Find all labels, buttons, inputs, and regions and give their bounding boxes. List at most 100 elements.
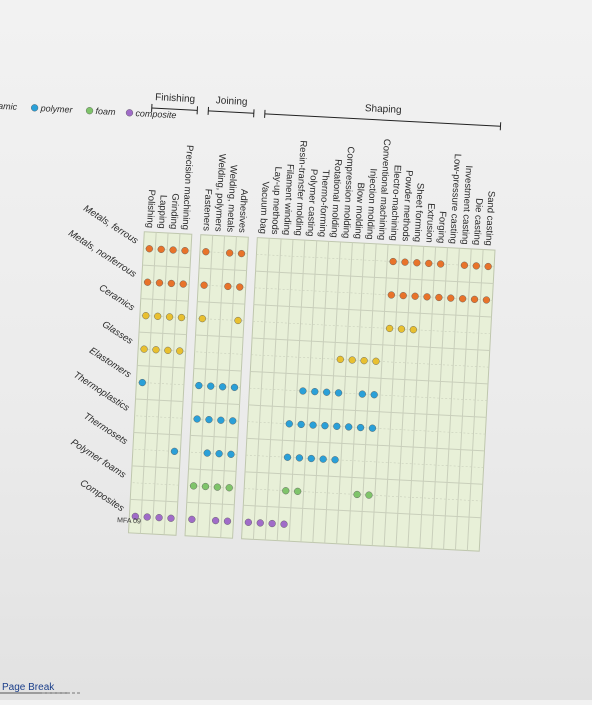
- dot-sheet-forming-ceramics: [410, 326, 417, 333]
- column-header-ceramics: Ceramics: [97, 282, 137, 313]
- dot-polishing-metals-nonferrous: [144, 279, 151, 286]
- dot-resin-transfer-molding-composites: [280, 521, 287, 528]
- dot-investment-casting-metals-nonferrous: [459, 295, 466, 302]
- dot-adhesives-composites: [224, 518, 231, 525]
- dot-adhesives-metals-nonferrous: [236, 283, 243, 290]
- row-label-grinding: Grinding: [168, 193, 181, 229]
- dot-welding-metals-elastomers: [219, 383, 226, 390]
- dot-polymer-casting-thermosets: [296, 454, 303, 461]
- dot-conventional-machining-thermoplastics: [369, 425, 376, 432]
- dot-fasteners-polymer-foams: [190, 482, 197, 489]
- dot-extrusion-metals-nonferrous: [423, 293, 430, 300]
- dot-welding-polymers-thermosets: [204, 449, 211, 456]
- dot-electro-machining-metals-nonferrous: [388, 291, 395, 298]
- dot-injection-molding-glasses: [361, 357, 368, 364]
- dot-grinding-metals-ferrous: [170, 246, 177, 253]
- row-label-polishing: Polishing: [144, 189, 157, 228]
- dot-precision-machining-composites: [167, 515, 174, 522]
- dot-lapping-metals-nonferrous: [156, 279, 163, 286]
- dot-precision-machining-metals-nonferrous: [180, 281, 187, 288]
- dot-adhesives-ceramics: [234, 317, 241, 324]
- dot-powder-methods-ceramics: [398, 325, 405, 332]
- dot-polishing-ceramics: [142, 312, 149, 319]
- dot-polishing-glasses: [141, 346, 148, 353]
- dot-vacuum-bag-composites: [245, 519, 252, 526]
- dot-electro-machining-metals-ferrous: [390, 258, 397, 265]
- dot-compression-molding-thermoplastics: [333, 423, 340, 430]
- dot-electro-machining-ceramics: [386, 325, 393, 332]
- group-label-finishing: Finishing: [155, 92, 196, 105]
- dot-fasteners-elastomers: [195, 382, 202, 389]
- dot-blow-molding-thermoplastics: [345, 423, 352, 430]
- dot-welding-metals-thermoplastics: [217, 417, 224, 424]
- dot-precision-machining-thermosets: [171, 448, 178, 455]
- dot-powder-methods-metals-nonferrous: [400, 292, 407, 299]
- dot-powder-methods-metals-ferrous: [401, 259, 408, 266]
- dot-precision-machining-ceramics: [178, 314, 185, 321]
- dot-fasteners-metals-ferrous: [202, 248, 209, 255]
- dot-resin-transfer-molding-polymer-foams: [282, 487, 289, 494]
- dot-fasteners-thermoplastics: [194, 415, 201, 422]
- dot-lapping-glasses: [152, 346, 159, 353]
- dot-blow-molding-glasses: [349, 356, 356, 363]
- dot-conventional-machining-polymer-foams: [365, 492, 372, 499]
- dot-resin-transfer-molding-thermoplastics: [286, 420, 293, 427]
- dot-polishing-elastomers: [139, 379, 146, 386]
- dot-grinding-glasses: [164, 347, 171, 354]
- legend-label-foam: foam: [95, 106, 116, 117]
- row-label-extrusion: Extrusion: [423, 203, 436, 243]
- dot-compression-molding-thermosets: [331, 456, 338, 463]
- row-label-vacuum-bag: Vacuum bag: [257, 181, 271, 234]
- column-header-thermosets: Thermosets: [81, 411, 129, 448]
- dot-sand-casting-metals-nonferrous: [483, 296, 490, 303]
- group-label-joining: Joining: [215, 95, 247, 108]
- bracket-joining: [208, 111, 254, 113]
- row-label-injection-molding: Injection molding: [364, 168, 379, 240]
- dot-thermo-forming-elastomers: [311, 388, 318, 395]
- dot-low-pressure-casting-metals-nonferrous: [447, 295, 454, 302]
- column-header-elastomers: Elastomers: [87, 345, 133, 380]
- page-break-marker: Page Break: [0, 682, 80, 693]
- legend-swatch-composite: [126, 109, 133, 116]
- dot-resin-transfer-molding-thermosets: [284, 454, 291, 461]
- dot-precision-machining-metals-ferrous: [181, 247, 188, 254]
- dot-thermo-forming-thermoplastics: [309, 421, 316, 428]
- dot-extrusion-metals-ferrous: [425, 260, 432, 267]
- dot-compression-molding-glasses: [337, 356, 344, 363]
- dot-conventional-machining-elastomers: [371, 391, 378, 398]
- dot-welding-metals-polymer-foams: [214, 484, 221, 491]
- group-label-shaping: Shaping: [365, 103, 402, 116]
- legend-swatch-polymer: [31, 104, 38, 111]
- legend-label-polymer: polymer: [39, 103, 73, 115]
- dot-adhesives-polymer-foams: [226, 484, 233, 491]
- dot-injection-molding-thermoplastics: [357, 424, 364, 431]
- dot-welding-metals-metals-ferrous: [226, 249, 233, 256]
- dot-die-casting-metals-nonferrous: [471, 296, 478, 303]
- dot-fasteners-composites: [188, 516, 195, 523]
- column-header-glasses: Glasses: [100, 319, 135, 347]
- dot-welding-metals-composites: [212, 517, 219, 524]
- legend-label-composite: composite: [135, 108, 176, 120]
- row-label-forging: Forging: [435, 211, 448, 244]
- dot-precision-machining-glasses: [176, 347, 183, 354]
- dot-grinding-ceramics: [166, 313, 173, 320]
- dot-injection-molding-polymer-foams: [353, 491, 360, 498]
- legend-swatch-foam: [86, 107, 93, 114]
- dot-compression-molding-elastomers: [335, 389, 342, 396]
- dot-injection-molding-elastomers: [359, 391, 366, 398]
- dot-welding-polymers-thermoplastics: [205, 416, 212, 423]
- dot-rotational-molding-thermoplastics: [321, 422, 328, 429]
- dot-rotational-molding-thermosets: [320, 456, 327, 463]
- row-label-precision-machining: Precision machining: [180, 145, 195, 230]
- dot-welding-polymers-polymer-foams: [202, 483, 209, 490]
- column-header-composites: Composites: [78, 478, 126, 515]
- dot-sand-casting-metals-ferrous: [485, 263, 492, 270]
- legend-label-ceramic: ceramic: [0, 100, 18, 112]
- dot-sheet-forming-metals-nonferrous: [412, 293, 419, 300]
- dot-adhesives-metals-ferrous: [238, 250, 245, 257]
- dot-welding-metals-thermosets: [216, 450, 223, 457]
- dot-lapping-metals-ferrous: [158, 246, 165, 253]
